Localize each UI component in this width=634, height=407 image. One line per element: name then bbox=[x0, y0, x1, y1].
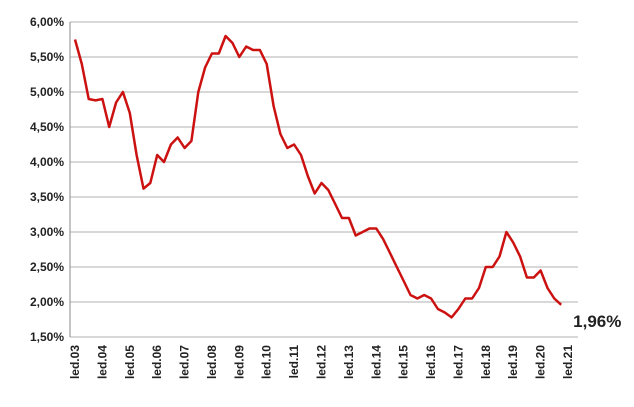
y-tick-label: 3,50% bbox=[30, 190, 64, 204]
x-tick-label: led.21 bbox=[561, 345, 575, 379]
y-tick-label: 5,50% bbox=[30, 50, 64, 64]
x-tick-label: led.03 bbox=[68, 345, 82, 379]
x-tick-label: led.15 bbox=[397, 345, 411, 379]
y-tick-label: 3,00% bbox=[30, 225, 64, 239]
x-tick-label: led.16 bbox=[424, 345, 438, 379]
x-tick-label: led.17 bbox=[451, 345, 465, 379]
y-tick-label: 4,50% bbox=[30, 120, 64, 134]
end-value-label: 1,96% bbox=[573, 312, 621, 331]
y-tick-label: 5,00% bbox=[30, 85, 64, 99]
y-tick-label: 2,50% bbox=[30, 260, 64, 274]
x-tick-label: led.06 bbox=[150, 345, 164, 379]
x-tick-label: led.13 bbox=[342, 345, 356, 379]
x-tick-label: led.14 bbox=[369, 345, 383, 379]
x-tick-label: led.12 bbox=[315, 345, 329, 379]
x-tick-label: led.10 bbox=[260, 345, 274, 379]
x-tick-label: led.18 bbox=[479, 345, 493, 379]
x-tick-label: led.20 bbox=[534, 345, 548, 379]
x-tick-label: led.04 bbox=[95, 345, 109, 379]
x-tick-label: led.09 bbox=[232, 345, 246, 379]
y-tick-label: 6,00% bbox=[30, 15, 64, 29]
x-tick-label: led.11 bbox=[287, 345, 301, 379]
y-tick-label: 4,00% bbox=[30, 155, 64, 169]
y-tick-label: 1,50% bbox=[30, 330, 64, 344]
y-tick-label: 2,00% bbox=[30, 295, 64, 309]
x-tick-label: led.07 bbox=[178, 345, 192, 379]
data-line bbox=[73, 34, 563, 319]
x-tick-label: led.05 bbox=[123, 345, 137, 379]
x-tick-label: led.08 bbox=[205, 345, 219, 379]
x-tick-label: led.19 bbox=[506, 345, 520, 379]
